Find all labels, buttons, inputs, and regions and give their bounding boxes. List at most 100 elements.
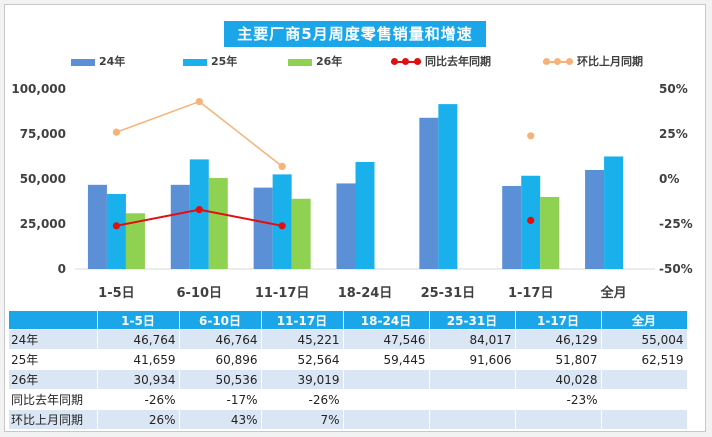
x-axis-category-label: 11-17日 <box>255 286 310 301</box>
table-cell: 41,659 <box>97 349 180 370</box>
left-axis-tick-label: 25,000 <box>20 217 66 231</box>
table-row: 25年 41,659 60,896 52,564 59,445 91,606 51,807 6… <box>9 349 688 370</box>
table-cell <box>601 409 688 430</box>
x-axis-category-label: 6-10日 <box>177 286 223 301</box>
legend-label-25: 25年 <box>211 55 238 68</box>
chart-legend: 24年 25年 26年 同比去年同期 环比上月同期 <box>0 54 712 70</box>
table-header-cell: 全月 <box>601 311 688 330</box>
table-cell <box>429 369 516 390</box>
table-cell: 51,807 <box>515 349 602 370</box>
table-row: 同比去年同期 -26% -17% -26% -23% <box>9 389 688 410</box>
table-cell: 39,019 <box>261 369 344 390</box>
left-axis-tick-label: 50,000 <box>20 172 66 186</box>
legend-item-26: 26年 <box>288 54 342 70</box>
point-环比上月同期 <box>278 162 286 170</box>
bar-24年 <box>585 169 605 269</box>
legend-label-yoy: 同比去年同期 <box>425 55 491 68</box>
data-table: 1-5日 6-10日 11-17日 18-24日 25-31日 1-17日 全月… <box>9 311 688 430</box>
bar-26年 <box>208 178 228 269</box>
bar-24年 <box>170 184 190 269</box>
point-同比去年同期 <box>195 206 203 214</box>
table-cell: 46,764 <box>97 329 180 350</box>
table-cell: 47,546 <box>343 329 430 350</box>
table-cell <box>343 369 430 390</box>
table-cell: 43% <box>179 409 262 430</box>
table-header-cell: 1-17日 <box>515 311 602 330</box>
legend-item-mom: 环比上月同期 <box>543 54 643 70</box>
table-header-cell: 1-5日 <box>97 311 180 330</box>
right-axis-tick-label: -25% <box>659 217 693 231</box>
point-同比去年同期 <box>112 222 121 230</box>
table-row-label: 环比上月同期 <box>9 409 98 430</box>
bar-26年 <box>291 198 311 269</box>
bar-24年 <box>419 117 439 269</box>
bar-25年 <box>355 161 375 269</box>
table-row-label: 同比去年同期 <box>9 389 98 410</box>
line-环比上月同期 <box>116 100 283 167</box>
point-环比上月同期 <box>195 98 203 106</box>
table-cell: -26% <box>97 389 180 410</box>
legend-swatch-26 <box>288 58 312 66</box>
x-axis-category-label: 25-31日 <box>421 286 476 301</box>
bar-24年 <box>502 185 522 269</box>
right-axis-tick-label: 25% <box>659 127 688 141</box>
bar-25年 <box>189 159 209 269</box>
legend-item-24: 24年 <box>71 54 125 70</box>
table-header-cell: 25-31日 <box>429 311 516 330</box>
right-axis-tick-label: -50% <box>659 262 693 276</box>
legend-item-25: 25年 <box>183 54 237 70</box>
bar-25年 <box>438 104 458 270</box>
x-axis-category-label: 全月 <box>600 285 627 301</box>
table-cell: -26% <box>261 389 344 410</box>
legend-item-yoy: 同比去年同期 <box>391 54 491 70</box>
bar-25年 <box>604 156 624 269</box>
legend-swatch-24 <box>71 58 95 66</box>
chart-plot: 0 25,000 50,000 75,000 100,000 -50% -25% 0% 25% 5… <box>11 82 693 301</box>
table-header-cell: 11-17日 <box>261 311 344 330</box>
table-cell: 26% <box>97 409 180 430</box>
table-cell: 30,934 <box>97 369 180 390</box>
table-cell <box>429 389 516 410</box>
bar-24年 <box>87 184 107 269</box>
table-header-cell: 18-24日 <box>343 311 430 330</box>
table-row-label: 24年 <box>9 329 98 350</box>
x-axis-category-label: 1-5日 <box>98 286 135 301</box>
table-header-cell: 6-10日 <box>179 311 262 330</box>
point-同比去年同期 <box>278 222 286 230</box>
table-row: 26年 30,934 50,536 39,019 40,028 <box>9 369 688 390</box>
table-cell: 60,896 <box>179 349 262 370</box>
table-cell <box>601 389 688 410</box>
legend-swatch-mom <box>543 57 573 67</box>
bar-26年 <box>125 213 145 269</box>
bar-26年 <box>540 196 560 269</box>
chart-title: 主要厂商5月周度零售销量和增速 <box>224 21 486 47</box>
table-cell: 46,764 <box>179 329 262 350</box>
legend-label-26: 26年 <box>316 55 343 68</box>
point-环比上月同期 <box>112 128 121 136</box>
table-header-cell <box>9 311 98 330</box>
table-cell <box>343 409 430 430</box>
table-cell <box>343 389 430 410</box>
point-同比去年同期 <box>527 216 535 224</box>
right-axis-tick-label: 0% <box>659 172 679 186</box>
bar-25年 <box>106 194 126 269</box>
legend-label-mom: 环比上月同期 <box>577 55 643 68</box>
bar-24年 <box>336 183 356 269</box>
x-axis-category-label: 18-24日 <box>338 286 393 301</box>
table-cell: 52,564 <box>261 349 344 370</box>
legend-swatch-25 <box>183 58 207 66</box>
table-cell: 91,606 <box>429 349 516 370</box>
right-axis-tick-label: 50% <box>659 82 688 96</box>
table-cell: 7% <box>261 409 344 430</box>
table-cell: -17% <box>179 389 262 410</box>
table-row-label: 26年 <box>9 369 98 390</box>
table-row: 24年 46,764 46,764 45,221 47,546 84,017 46,129 5… <box>9 329 688 350</box>
table-cell <box>515 409 602 430</box>
bar-24年 <box>253 187 273 269</box>
left-axis-tick-label: 0 <box>58 262 66 276</box>
table-cell: 84,017 <box>429 329 516 350</box>
table-cell <box>601 369 688 390</box>
table-row: 环比上月同期 26% 43% 7% <box>9 409 688 430</box>
table-cell: -23% <box>515 389 602 410</box>
table-cell <box>429 409 516 430</box>
